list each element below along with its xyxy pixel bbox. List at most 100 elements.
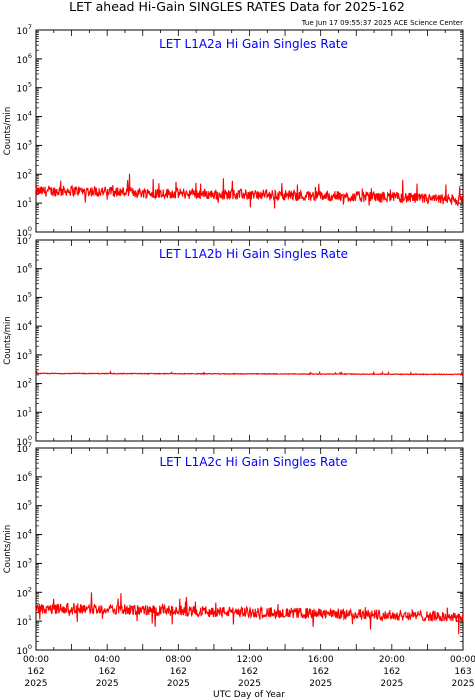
x-tick-label-year: 2025: [25, 679, 48, 689]
y-tick-label: 100: [16, 643, 32, 657]
x-tick-label-time: 04:00: [94, 655, 120, 665]
plot-frame: [35, 29, 464, 233]
y-tick-label: 107: [16, 441, 32, 455]
x-tick-label-time: 12:00: [237, 655, 263, 665]
x-tick-label-time: 08:00: [165, 655, 191, 665]
y-axis-label: Counts/min: [3, 107, 13, 156]
y-tick-label: 105: [16, 81, 32, 95]
y-tick-base: 10: [16, 409, 28, 419]
x-tick-label-day: 162: [312, 667, 329, 677]
y-tick-base: 10: [16, 503, 28, 513]
y-tick-exponent: 4: [28, 110, 32, 118]
y-tick-label: 102: [16, 167, 32, 181]
y-tick-base: 10: [16, 323, 28, 333]
y-tick-label: 104: [16, 319, 32, 333]
y-tick-label: 101: [16, 196, 32, 210]
y-tick-base: 10: [16, 294, 28, 304]
y-tick-label: 102: [16, 377, 32, 391]
panel-title: LET L1A2a Hi Gain Singles Rate: [159, 37, 348, 51]
panel-0: LET L1A2a Hi Gain Singles Rate Counts/min…: [3, 23, 464, 239]
x-tick-label-year: 2025: [96, 679, 119, 689]
x-tick-label-year: 2025: [238, 679, 261, 689]
panel-title: LET L1A2b Hi Gain Singles Rate: [159, 247, 348, 261]
y-tick-label: 104: [16, 528, 32, 542]
y-tick-label: 106: [16, 262, 32, 276]
y-tick-label: 106: [16, 470, 32, 484]
x-tick-label-day: 162: [383, 667, 400, 677]
y-tick-label: 107: [16, 233, 32, 247]
x-tick-label-time: 16:00: [308, 655, 334, 665]
y-tick-exponent: 1: [28, 196, 32, 204]
y-tick-exponent: 7: [28, 23, 32, 31]
y-tick-base: 10: [16, 85, 28, 95]
y-tick-label: 104: [16, 110, 32, 124]
panel-2: LET L1A2c Hi Gain Singles Rate Counts/min…: [3, 441, 475, 689]
y-tick-base: 10: [16, 474, 28, 484]
y-axis-label: Counts/min: [3, 316, 13, 365]
y-tick-exponent: 6: [28, 52, 32, 60]
y-tick-exponent: 5: [28, 290, 32, 298]
y-tick-label: 101: [16, 614, 32, 628]
x-tick-label-day: 162: [170, 667, 187, 677]
y-tick-exponent: 6: [28, 470, 32, 478]
series-line-0: [35, 173, 464, 209]
y-tick-base: 10: [16, 27, 28, 37]
x-tick-label-day: 162: [27, 667, 44, 677]
y-tick-exponent: 0: [28, 225, 32, 233]
x-tick-label-year: 2025: [452, 679, 475, 689]
y-axis-label: Counts/min: [3, 525, 13, 574]
x-tick-label-time: 00:00: [23, 655, 49, 665]
y-tick-base: 10: [16, 200, 28, 210]
y-tick-base: 10: [16, 142, 28, 152]
y-tick-base: 10: [16, 381, 28, 391]
y-tick-exponent: 4: [28, 319, 32, 327]
y-tick-base: 10: [16, 647, 28, 657]
y-tick-label: 100: [16, 225, 32, 239]
series-line-0: [35, 369, 464, 376]
y-tick-label: 103: [16, 556, 32, 570]
y-tick-exponent: 3: [28, 348, 32, 356]
y-tick-base: 10: [16, 445, 28, 455]
y-tick-label: 106: [16, 52, 32, 66]
y-tick-base: 10: [16, 114, 28, 124]
y-tick-base: 10: [16, 560, 28, 570]
panel-title: LET L1A2c Hi Gain Singles Rate: [159, 455, 347, 469]
x-tick-label-day: 162: [241, 667, 258, 677]
y-tick-label: 105: [16, 499, 32, 513]
y-tick-label: 105: [16, 290, 32, 304]
timestamp-label: Tue Jun 17 09:55:37 2025 ACE Science Cen…: [301, 19, 463, 27]
x-tick-label-time: 20:00: [379, 655, 405, 665]
x-tick-label-day: 163: [454, 667, 471, 677]
y-tick-exponent: 7: [28, 441, 32, 449]
y-tick-exponent: 0: [28, 434, 32, 442]
x-axis-label: UTC Day of Year: [213, 690, 285, 700]
x-tick-label-day: 162: [99, 667, 116, 677]
x-tick-label-year: 2025: [380, 679, 403, 689]
y-tick-label: 100: [16, 434, 32, 448]
y-tick-base: 10: [16, 532, 28, 542]
panels-group: LET L1A2a Hi Gain Singles Rate Counts/min…: [3, 23, 475, 689]
y-tick-exponent: 6: [28, 262, 32, 270]
y-tick-base: 10: [16, 352, 28, 362]
y-tick-base: 10: [16, 266, 28, 276]
y-tick-base: 10: [16, 618, 28, 628]
y-tick-label: 103: [16, 138, 32, 152]
y-tick-base: 10: [16, 229, 28, 239]
y-tick-base: 10: [16, 438, 28, 448]
plot-frame: [35, 239, 464, 442]
y-tick-label: 103: [16, 348, 32, 362]
y-tick-exponent: 3: [28, 556, 32, 564]
y-tick-exponent: 7: [28, 233, 32, 241]
figure-title: LET ahead Hi-Gain SINGLES RATES Data for…: [69, 0, 405, 14]
y-tick-exponent: 2: [28, 167, 32, 175]
panel-1: LET L1A2b Hi Gain Singles Rate Counts/min…: [3, 233, 464, 448]
y-tick-exponent: 1: [28, 405, 32, 413]
y-tick-label: 107: [16, 23, 32, 37]
y-tick-exponent: 2: [28, 377, 32, 385]
series-line-0: [35, 592, 464, 635]
y-tick-exponent: 4: [28, 528, 32, 536]
y-tick-exponent: 0: [28, 643, 32, 651]
y-tick-exponent: 5: [28, 499, 32, 507]
y-tick-label: 102: [16, 585, 32, 599]
